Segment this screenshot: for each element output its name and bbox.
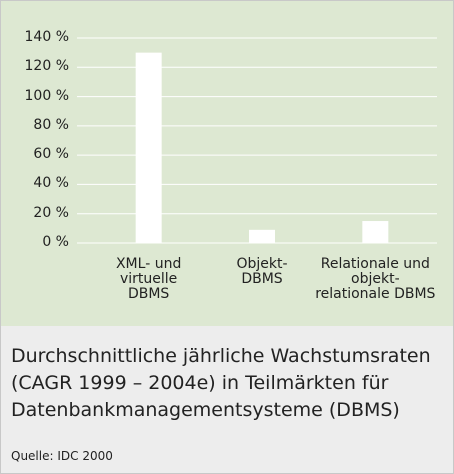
chart bbox=[1, 1, 453, 326]
x-tick-label: Relationale und objekt- relationale DBMS bbox=[315, 256, 436, 302]
y-tick-label: 140 % bbox=[24, 29, 69, 45]
x-tick-label: Objekt- DBMS bbox=[236, 256, 288, 287]
y-tick-label: 80 % bbox=[33, 116, 69, 133]
y-tick-label: 100 % bbox=[24, 87, 69, 104]
bar bbox=[249, 229, 275, 243]
caption: Durchschnittliche jährliche Wachstumsrat… bbox=[11, 345, 431, 421]
source: Quelle: IDC 2000 bbox=[11, 449, 113, 463]
bar bbox=[135, 52, 162, 244]
y-tick-label: 0 % bbox=[42, 234, 69, 250]
bar bbox=[362, 221, 389, 243]
y-tick-label: 20 % bbox=[33, 204, 69, 221]
y-tick-label: 60 % bbox=[33, 146, 69, 163]
x-tick-label: XML- und virtuelle DBMS bbox=[115, 256, 182, 302]
y-tick-label: 40 % bbox=[33, 175, 69, 192]
y-tick-label: 120 % bbox=[24, 58, 69, 75]
plot-background bbox=[1, 1, 453, 326]
